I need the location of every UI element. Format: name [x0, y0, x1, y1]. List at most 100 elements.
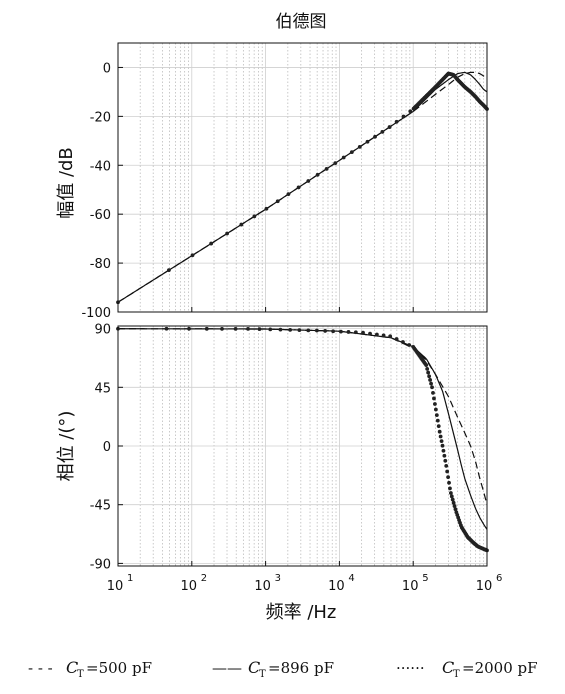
series-dotted-point — [331, 329, 336, 334]
series-dotted-point — [166, 268, 171, 273]
legend-symbol: C — [442, 658, 454, 677]
series-dotted-point — [434, 413, 439, 418]
series-dotted-point — [452, 504, 457, 508]
y-tick-label: -45 — [90, 499, 111, 514]
series-dotted-point — [453, 507, 458, 512]
series-dotted-point — [204, 326, 209, 331]
y-tick-label: -80 — [90, 257, 111, 272]
series-dotted-point — [190, 253, 195, 258]
series-dotted-point — [339, 329, 343, 334]
x-tick-label: 10 — [328, 579, 345, 594]
series-dotted-point — [268, 327, 273, 332]
legend-entry-dashed: - - - CT =500 pF — [28, 658, 152, 680]
series-dotted-point — [306, 328, 311, 333]
legend-line-sample: - - - — [28, 659, 53, 677]
x-tick-label: 10 — [181, 579, 198, 594]
series-dotted-point — [394, 337, 399, 341]
series-dotted-point — [341, 155, 346, 160]
series-dotted-point — [373, 134, 377, 139]
x-tick-exponent: 2 — [201, 573, 207, 584]
x-tick-label: 10 — [402, 579, 419, 594]
series-dotted-point — [388, 334, 393, 339]
legend-subscript: T — [77, 669, 84, 680]
series-dotted-point — [380, 129, 385, 134]
series-dotted-point — [187, 326, 191, 331]
y-tick-label: 90 — [94, 323, 111, 338]
series-dotted-point — [368, 331, 372, 336]
series-dotted-point — [437, 429, 442, 434]
series-dotted-point — [447, 480, 451, 485]
series-solid-line — [118, 328, 488, 530]
series-dotted-point — [164, 326, 169, 331]
x-tick-exponent: 3 — [275, 573, 281, 584]
series-dotted-point — [450, 497, 455, 502]
series-dotted-point — [433, 402, 437, 406]
y-tick-label: 0 — [103, 61, 111, 76]
series-dotted-point — [246, 326, 250, 331]
series-dotted-point — [209, 241, 214, 246]
series-dotted-point — [429, 381, 433, 386]
series-dotted-point — [425, 366, 430, 371]
y-tick-label: -20 — [90, 110, 111, 125]
series-dotted-point — [374, 332, 379, 337]
series-dotted-point — [252, 214, 257, 219]
series-dotted-point — [286, 192, 291, 197]
series-dotted-point — [430, 385, 434, 390]
series-dotted-point — [296, 185, 301, 190]
series-dotted-point — [306, 179, 311, 183]
series-dotted-point — [353, 330, 358, 335]
series-dotted-point — [349, 150, 354, 155]
series-dotted-point — [401, 340, 405, 344]
series-dotted-point — [387, 125, 392, 129]
series-dotted-point — [275, 199, 280, 204]
series-dotted-point — [233, 326, 238, 331]
series-dashed-line — [118, 328, 488, 505]
axes-frame — [117, 42, 488, 313]
series-dotted-point — [433, 407, 438, 412]
series-dotted-point — [297, 328, 302, 333]
legend-subscript: T — [453, 669, 460, 680]
y-tick-label: -60 — [90, 208, 111, 223]
series-dotted-point — [314, 328, 319, 333]
legend-line-sample: —— — [212, 659, 242, 677]
x-tick-exponent: 6 — [496, 573, 502, 584]
series-dotted-point — [436, 424, 441, 429]
series-dotted-point — [424, 363, 429, 368]
series-dotted-point — [407, 343, 412, 347]
magnitude-panel: 0 -20 -40 -60 -80 -100 — [81, 42, 489, 321]
x-tick-exponent: 5 — [422, 573, 428, 584]
series-dotted-point — [365, 139, 370, 144]
series-dotted-point — [324, 166, 329, 171]
series-dotted-point — [381, 333, 386, 338]
y-tick-label: 45 — [94, 381, 111, 396]
series-dotted-point — [264, 206, 269, 211]
y-tick-label: -40 — [90, 159, 111, 174]
series-dotted-point — [288, 327, 293, 332]
series-dotted-point — [427, 374, 432, 379]
phase-panel: 90 45 0 -45 -90 — [90, 323, 489, 572]
series-solid-line — [117, 71, 488, 303]
series-dotted-point — [426, 370, 431, 375]
magnitude-y-axis-label: 幅值 /dB — [56, 147, 77, 219]
legend-symbol: C — [248, 658, 260, 677]
axes-frame — [117, 325, 488, 567]
legend: - - - CT =500 pF —— CT =896 pF ······ CT =2000 p… — [28, 658, 538, 680]
series-dotted-point — [448, 491, 453, 495]
series-dotted-point — [440, 443, 445, 448]
legend-value: =500 pF — [86, 659, 152, 677]
series-dotted-point — [451, 500, 456, 505]
series-dotted-point — [444, 463, 449, 468]
series-dotted-point — [428, 378, 433, 382]
x-axis-label: 频率 /Hz — [266, 602, 337, 623]
y-tick-label: -90 — [90, 557, 111, 572]
x-tick-label: 10 — [254, 579, 271, 594]
x-tick-label: 10 — [107, 579, 124, 594]
series-dotted-point — [443, 458, 448, 463]
series-dotted-point — [446, 475, 451, 480]
y-tick-label: -100 — [81, 306, 111, 321]
series-dotted-point — [439, 439, 444, 444]
series-dotted-point — [315, 172, 320, 177]
series-dotted-point — [449, 494, 454, 499]
series-dotted-point — [239, 222, 244, 227]
legend-subscript: T — [259, 669, 266, 680]
